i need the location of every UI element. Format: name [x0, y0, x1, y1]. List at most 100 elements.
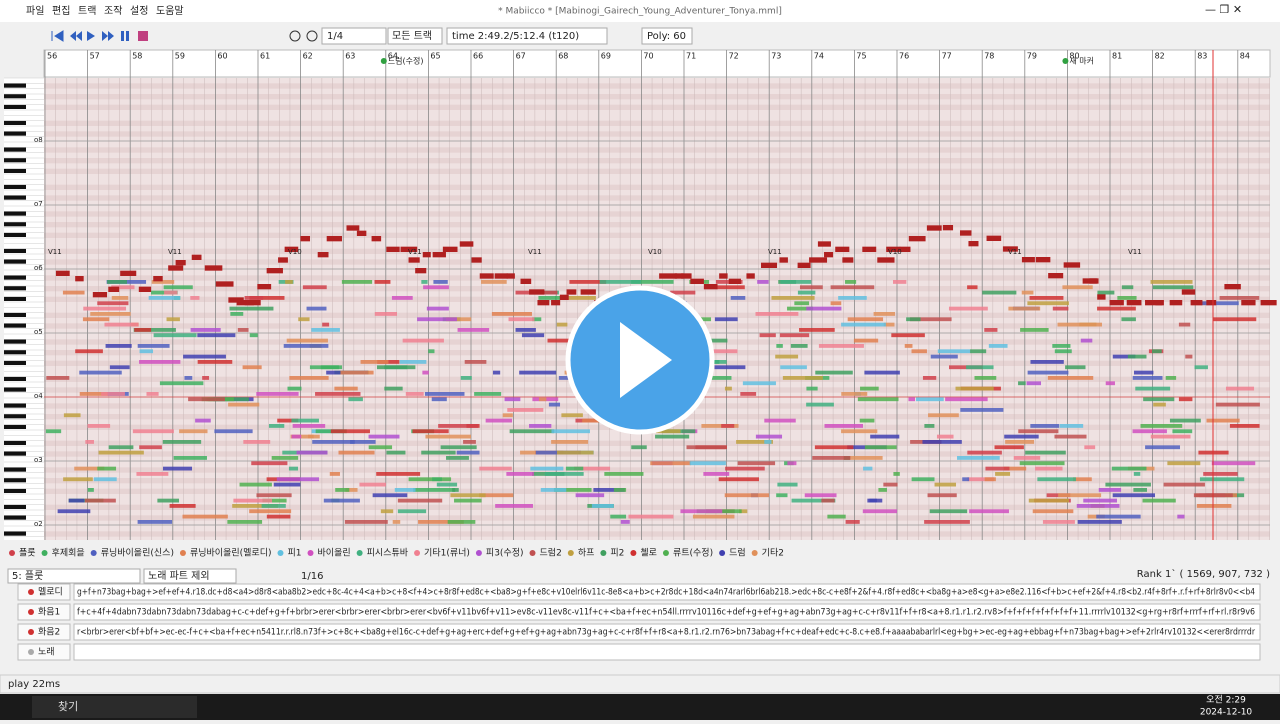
- btn-rew[interactable]: [70, 31, 82, 41]
- mml-field[interactable]: [73, 623, 1261, 641]
- melody-note: [862, 246, 877, 252]
- legend-label[interactable]: 피3(수정): [486, 548, 524, 559]
- btn-pause2: [126, 31, 129, 41]
- mml-button[interactable]: [17, 623, 71, 641]
- legend-label[interactable]: 기타1(류너): [424, 548, 470, 559]
- legend-dot: [90, 550, 97, 556]
- window-controls[interactable]: — ❐ ✕: [1205, 3, 1242, 16]
- note: [757, 280, 769, 284]
- note: [782, 376, 823, 380]
- melody-note: [356, 230, 367, 236]
- menu-item[interactable]: 도움말: [156, 5, 184, 17]
- menu-item[interactable]: 트랙: [78, 5, 96, 17]
- note: [322, 322, 330, 327]
- note: [446, 456, 469, 460]
- black-row: [44, 158, 1270, 164]
- menu-item[interactable]: 파일: [26, 5, 44, 17]
- legend-label[interactable]: 드럼2: [540, 547, 562, 559]
- legend-label[interactable]: 드럼: [729, 547, 746, 559]
- filter-select[interactable]: [387, 27, 443, 45]
- mml-field[interactable]: [73, 603, 1261, 621]
- note: [870, 434, 900, 439]
- black-row: [44, 168, 1270, 174]
- black-key: [4, 323, 26, 328]
- menu-item[interactable]: 설정: [130, 5, 148, 17]
- legend-label[interactable]: 피시스튜바: [367, 548, 409, 559]
- legend-label[interactable]: 첼로: [640, 548, 657, 559]
- note: [1020, 328, 1049, 332]
- note: [1135, 386, 1171, 391]
- zoom-in[interactable]: [289, 30, 301, 42]
- note: [995, 472, 1011, 476]
- legend-label[interactable]: 기타2: [762, 548, 784, 559]
- toolbar: [0, 24, 1280, 48]
- note: [838, 296, 867, 300]
- black-key: [4, 478, 26, 483]
- note: [391, 296, 413, 300]
- note: [714, 317, 738, 322]
- btn-start[interactable]: [51, 30, 64, 42]
- menu-item[interactable]: 조작: [104, 5, 122, 17]
- note: [292, 424, 326, 428]
- note: [561, 413, 583, 418]
- note: [812, 456, 851, 460]
- black-row: [44, 104, 1270, 110]
- mml-field[interactable]: [73, 583, 1261, 601]
- search-box[interactable]: [32, 696, 197, 718]
- melody-note: [244, 300, 261, 306]
- note: [1030, 360, 1064, 364]
- btn-stop[interactable]: [138, 31, 148, 41]
- mml-button[interactable]: [17, 603, 71, 621]
- zoom-select[interactable]: [321, 27, 387, 45]
- legend-label[interactable]: 류트(수정): [673, 548, 713, 559]
- melody-note: [559, 294, 569, 300]
- note: [197, 333, 236, 338]
- melody-note: [228, 297, 244, 303]
- note: [188, 397, 225, 402]
- note: [285, 280, 293, 284]
- note: [111, 285, 135, 290]
- note: [775, 354, 799, 359]
- track-select-box[interactable]: [7, 568, 141, 584]
- note: [1005, 440, 1035, 444]
- part-select-box[interactable]: [143, 568, 237, 584]
- legend-label[interactable]: 플룻: [19, 548, 36, 559]
- black-key: [4, 184, 26, 189]
- legend-label[interactable]: 피2: [610, 548, 624, 559]
- menu-item[interactable]: 편집: [52, 5, 70, 17]
- legend-dot: [600, 550, 607, 556]
- note: [1132, 376, 1163, 380]
- btn-play[interactable]: [87, 31, 95, 41]
- mml-button[interactable]: [17, 583, 71, 601]
- note: [83, 306, 127, 311]
- black-key: [4, 424, 26, 429]
- note: [1140, 424, 1183, 428]
- note: [1229, 424, 1260, 428]
- note: [491, 312, 532, 316]
- melody-note: [886, 246, 901, 252]
- btn-ff[interactable]: [102, 31, 114, 41]
- mml-button[interactable]: [17, 643, 71, 661]
- melody-note: [386, 246, 400, 252]
- legend-label[interactable]: 바이올린: [318, 548, 351, 559]
- note: [906, 317, 921, 322]
- legend-label[interactable]: 피1: [288, 548, 302, 559]
- note: [402, 338, 444, 343]
- black-row: [44, 504, 1270, 510]
- legend-label[interactable]: 하프: [578, 548, 595, 559]
- note: [184, 376, 193, 380]
- legend-label[interactable]: 류닝바이올린(멜로디): [190, 547, 272, 559]
- note: [559, 296, 596, 300]
- note: [724, 493, 770, 498]
- legend-label[interactable]: 류닝바이올린(신스): [101, 548, 174, 559]
- legend-label[interactable]: 후제회을: [52, 548, 85, 559]
- melody-note: [191, 254, 202, 260]
- zoom-out[interactable]: [306, 30, 318, 42]
- mml-label: 노래: [38, 647, 55, 658]
- note: [436, 482, 458, 487]
- btn-pause[interactable]: [121, 31, 124, 41]
- note: [984, 328, 998, 332]
- mml-field[interactable]: [73, 643, 1261, 661]
- note: [716, 285, 745, 290]
